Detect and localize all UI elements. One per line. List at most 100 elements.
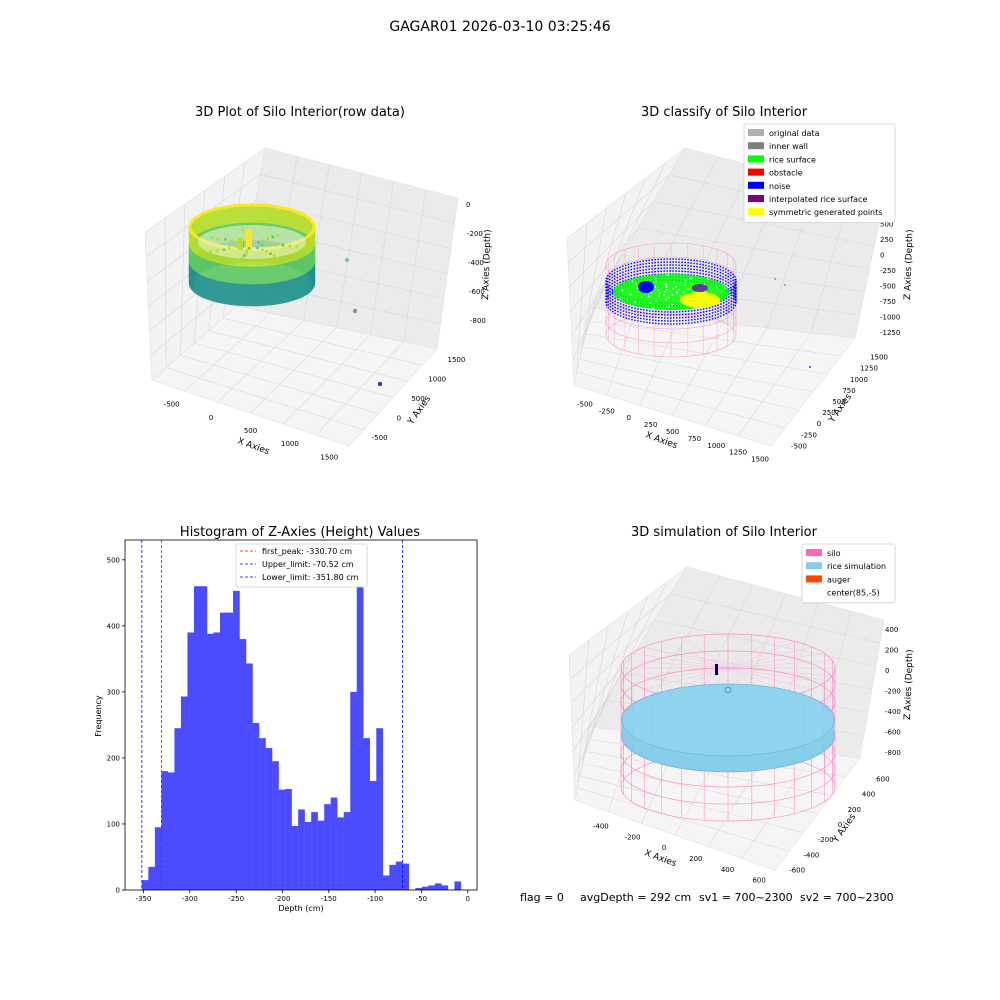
panel-hist-bar <box>226 612 234 890</box>
panel-raw-inner-point <box>266 237 270 241</box>
panel-classify-x-tick-label: -500 <box>577 400 593 408</box>
panel-classify-zlabel: Z Axies (Depth) <box>903 229 915 300</box>
panel-hist-bar <box>454 881 462 890</box>
panel-classify-legend-swatch <box>748 168 764 176</box>
panel-classify-gap-point <box>631 280 634 283</box>
panel-raw-inner-point <box>241 228 244 232</box>
panel-hist-bar <box>304 821 312 890</box>
panel-raw-outlier-point <box>344 257 350 263</box>
panel-hist-bar <box>382 875 390 890</box>
panel-raw-x-tick-label: 1500 <box>320 453 338 461</box>
panel-classify-x-tick-label: 1000 <box>707 442 725 450</box>
panel-sim-z-tick-label: -400 <box>885 708 901 716</box>
panel-hist-x-tick-label: 0 <box>466 895 470 903</box>
panel-classify-x-tick-label: 750 <box>688 435 701 443</box>
panel-classify-outlier-point <box>774 278 776 280</box>
panel-hist-ylabel: Frequency <box>94 695 103 737</box>
panel-sim-roof-rib <box>727 637 775 669</box>
panel-classify-legend-swatch <box>748 129 764 136</box>
panel-hist-x-ticks: -350 -300 -250 -200 -150 -100 -50 0 <box>136 890 470 903</box>
panel-classify-gap-point <box>675 285 678 288</box>
panel-hist-bar <box>434 883 442 890</box>
panel-hist-bar <box>239 639 247 890</box>
panel-hist-bar <box>376 728 384 890</box>
panel-classify-legend-swatch <box>748 195 764 202</box>
panel-hist-title: Histogram of Z-Axies (Height) Values <box>180 525 420 540</box>
panel-raw-x-tick-label: 0 <box>209 414 213 422</box>
panel-hist-bar <box>415 888 423 890</box>
panel-sim-roof-rib <box>623 660 729 669</box>
panel-classify-gap-point <box>658 295 661 298</box>
figure-suptitle: GAGAR01 2026-03-10 03:25:46 <box>389 19 610 35</box>
panel-raw-x-tick-label: 1000 <box>281 440 299 448</box>
panel-raw-inner-point <box>245 251 248 255</box>
panel-raw-y-tick-label: 0 <box>397 415 401 423</box>
panel-raw-inner-point <box>269 252 272 256</box>
panel-hist-x-tick-label: -150 <box>321 895 337 903</box>
panel-classify-x-tick-label: 500 <box>666 428 679 436</box>
panel-classify-gap-point <box>635 282 638 285</box>
panel-hist-bar <box>441 885 449 890</box>
panel-raw-inner-point <box>210 236 214 240</box>
panel-sim-legend-frame <box>801 543 896 604</box>
panel-hist-x-tick-label: -100 <box>367 895 383 903</box>
panel-classify-gap-point <box>619 298 622 301</box>
panel-classify-gap-point <box>707 278 709 280</box>
panel-sim-z-tick-label: 200 <box>885 647 898 655</box>
panel-classify-gap-point <box>675 292 678 295</box>
panel-raw-inner-point <box>256 240 260 244</box>
panel-hist-y-tick-label: 300 <box>107 688 120 696</box>
panel-classify-legend-label: original data <box>769 129 820 138</box>
panel-classify-y-tick-label: 1250 <box>860 365 878 373</box>
panel-raw-title: 3D Plot of Silo Interior(row data) <box>195 105 405 120</box>
panel-classify-legend-label: inner wall <box>769 142 808 151</box>
panel-classify-gap-point <box>629 293 632 296</box>
panel-sim-z-tick-label: -600 <box>885 729 901 737</box>
panel-hist-bar <box>259 738 266 890</box>
panel-sim-roof-rib <box>727 634 752 669</box>
panel-raw-y-tick-label: 500 <box>411 395 424 403</box>
panel-hist-frame <box>124 539 478 891</box>
panel-sim-grid-line <box>569 593 672 680</box>
panel-hist-vlines <box>141 540 403 890</box>
panel-raw-z-tick-label: -600 <box>469 288 485 296</box>
panel-raw-inner-point <box>288 244 292 248</box>
panel-sim-legend: silo rice simulation auger center(85,-5) <box>801 543 896 604</box>
panel-hist-bar <box>187 632 195 890</box>
panel-raw-inner-point <box>209 249 213 253</box>
panel-classify-x-tick-label: 0 <box>626 414 630 422</box>
panel-hist-legend-label: Lower_limit: -351.80 cm <box>262 573 359 582</box>
panel-hist-bar <box>206 633 214 890</box>
panel-sim-legend-swatch <box>806 549 822 556</box>
panel-sim-y-tick-label: -400 <box>803 851 819 859</box>
panel-hist-bar <box>220 612 227 890</box>
panel-hist-bar <box>154 827 162 890</box>
panel-hist-bar <box>265 748 273 890</box>
panel-sim-x-tick-label: 600 <box>752 877 765 885</box>
footer-flag: flag = 0 <box>520 891 564 904</box>
panel-hist-bar <box>421 886 429 890</box>
panel-raw-inner-point <box>271 235 275 239</box>
panel-raw-points <box>188 203 383 387</box>
panel-classify-x-tick-label: -250 <box>599 407 615 415</box>
panel-classify-legend-frame <box>743 123 896 223</box>
panel-raw-inner-point <box>261 248 264 252</box>
panel-raw-inner-point <box>276 233 280 237</box>
panel-sim-y-tick-label: 400 <box>862 791 875 799</box>
panel-sim-y-tick-label: 0 <box>838 821 842 829</box>
panel-sim-xlabel: X Axies <box>643 848 678 869</box>
panel-raw-inner-point <box>222 248 226 252</box>
panel-hist-bar <box>291 825 299 890</box>
panel-raw-inner-point <box>265 250 269 254</box>
panel-classify-gap-point <box>654 286 657 288</box>
panel-hist-x-tick-label: -250 <box>228 895 244 903</box>
panel-classify-gap-point <box>648 295 650 298</box>
panel-classify-z-tick-label: 500 <box>880 221 893 229</box>
panel-sim-zlabel: Z Axies (Depth) <box>903 649 915 720</box>
panel-classify-legend-label: rice surface <box>769 155 816 164</box>
panel-sim-roof-rib <box>727 646 812 669</box>
panel-hist-bar <box>272 761 279 890</box>
panel-hist-bar <box>389 864 397 890</box>
panel-simulation: 3D simulation of Silo Interior -400 -200 0… <box>568 525 915 885</box>
